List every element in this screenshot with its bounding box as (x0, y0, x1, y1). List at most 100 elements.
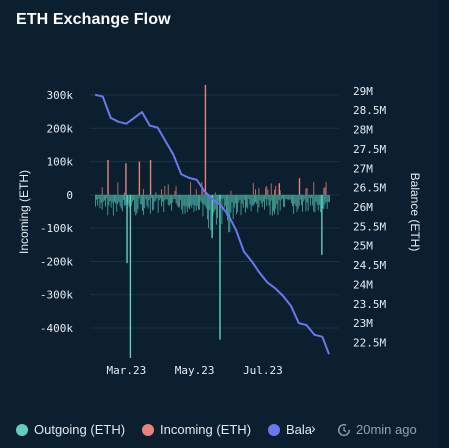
outgoing-bar (210, 194, 212, 231)
outgoing-bar (315, 194, 317, 202)
outgoing-bar (194, 194, 196, 206)
outgoing-bar (171, 194, 173, 211)
outgoing-bar (305, 194, 307, 212)
outgoing-bar (186, 194, 188, 212)
outgoing-bar (95, 194, 96, 207)
outgoing-bar (193, 194, 195, 212)
outgoing-bar (203, 194, 205, 205)
legend-item-incoming[interactable]: Incoming (ETH) (142, 422, 251, 437)
incoming-bar (124, 192, 126, 195)
outgoing-bar (162, 194, 164, 202)
incoming-bar (274, 189, 276, 195)
incoming-bar (313, 181, 315, 195)
outgoing-bar (110, 194, 112, 208)
y-right-tick-label: 26.5M (353, 182, 386, 195)
outgoing-bar (323, 194, 325, 210)
incoming-bar (305, 188, 307, 195)
outgoing-bar (137, 194, 139, 210)
outgoing-bar (266, 194, 268, 206)
outgoing-bar (192, 194, 194, 205)
outgoing-bar (302, 194, 304, 212)
outgoing-bar (114, 194, 115, 202)
outgoing-bar (265, 194, 267, 200)
outgoing-bar (316, 194, 318, 205)
outgoing-bar (257, 194, 259, 213)
incoming-bar (164, 185, 166, 195)
incoming-bar (306, 187, 308, 195)
outgoing-bar (200, 194, 202, 202)
incoming-bar (323, 187, 325, 195)
outgoing-bar (303, 194, 305, 202)
outgoing-bar (294, 194, 296, 205)
outgoing-bar (260, 194, 262, 204)
outgoing-bar (241, 194, 243, 204)
outgoing-bar (217, 194, 218, 218)
outgoing-bar (278, 194, 280, 201)
outgoing-bar (109, 194, 111, 201)
outgoing-bar (275, 194, 277, 209)
x-tick-label: May.23 (175, 364, 215, 377)
legend-item-outgoing[interactable]: Outgoing (ETH) (16, 422, 125, 437)
outgoing-bar (166, 194, 168, 200)
outgoing-bar (158, 194, 160, 201)
outgoing-bar (329, 194, 330, 202)
outgoing-bar (143, 194, 145, 216)
outgoing-bar (185, 194, 187, 207)
outgoing-bar (223, 194, 225, 208)
outgoing-bar (314, 194, 316, 213)
incoming-bar (125, 163, 127, 195)
outgoing-bar (273, 194, 274, 212)
outgoing-bar (191, 194, 193, 208)
outgoing-bar (296, 194, 298, 212)
outgoing-bar (313, 194, 315, 212)
outgoing-bar (290, 194, 292, 204)
outgoing-bar (231, 194, 233, 203)
outgoing-bar (250, 194, 252, 212)
outgoing-bar (286, 194, 288, 200)
incoming-bar (278, 183, 281, 195)
outgoing-bar (233, 194, 235, 208)
y-left-tick-label: -100k (40, 222, 73, 235)
outgoing-bar (221, 194, 223, 225)
outgoing-bar (190, 194, 192, 206)
outgoing-bar (288, 194, 290, 200)
outgoing-bar (262, 194, 264, 202)
legend-item-balance[interactable]: Bala (268, 422, 312, 437)
outgoing-bar (326, 194, 328, 209)
outgoing-bar (145, 194, 147, 200)
outgoing-bar (122, 194, 124, 201)
outgoing-bar (267, 194, 269, 200)
outgoing-bar (100, 194, 102, 203)
outgoing-bar (189, 194, 190, 210)
outgoing-bar (276, 194, 278, 205)
outgoing-bar (225, 194, 227, 216)
outgoing-bar (116, 194, 118, 212)
x-tick-label: Mar.23 (106, 364, 146, 377)
outgoing-bar (293, 194, 295, 214)
outgoing-bar (327, 194, 329, 202)
outgoing-bar (112, 194, 114, 216)
incoming-bar (270, 183, 272, 195)
incoming-bar (149, 159, 152, 195)
outgoing-bar (224, 194, 226, 207)
chart-card (0, 0, 438, 448)
outgoing-bar (268, 194, 270, 206)
outgoing-bar (325, 194, 327, 202)
outgoing-bar (135, 194, 137, 216)
outgoing-bar (220, 194, 222, 199)
outgoing-bar (312, 194, 314, 206)
outgoing-bar (182, 194, 184, 215)
y-left-tick-label: -400k (40, 322, 73, 335)
outgoing-bar (280, 194, 282, 200)
outgoing-bar (287, 194, 289, 201)
y-right-tick-label: 25.5M (353, 220, 386, 233)
outgoing-bar (148, 194, 150, 200)
outgoing-bar (157, 194, 159, 213)
outgoing-bar (202, 194, 204, 217)
outgoing-bar (322, 194, 324, 209)
outgoing-bar (199, 194, 201, 210)
incoming-bar (267, 189, 269, 195)
legend-next-arrow-icon[interactable]: › (311, 420, 316, 436)
outgoing-bar (229, 194, 231, 233)
outgoing-bar (251, 194, 253, 206)
